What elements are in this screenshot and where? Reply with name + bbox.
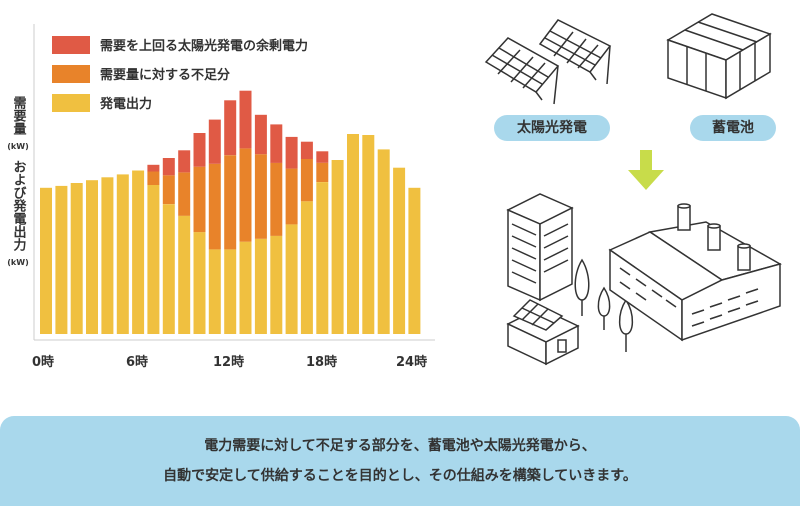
factory-icon bbox=[608, 203, 782, 342]
y-axis-label: 需要量 (kW) および発電出力 (kW) bbox=[7, 96, 29, 276]
battery-icon bbox=[666, 13, 772, 100]
bar-output-24 bbox=[408, 187, 421, 334]
tree-icon bbox=[574, 258, 634, 352]
bar-output-8 bbox=[162, 204, 175, 334]
bar-surplus-12 bbox=[224, 100, 237, 156]
legend-swatch-surplus bbox=[52, 35, 90, 54]
bar-output-13 bbox=[239, 241, 252, 334]
legend-swatch-shortage bbox=[52, 64, 90, 83]
bar-output-14 bbox=[254, 238, 267, 334]
bar-shortage-10 bbox=[193, 166, 206, 233]
bar-output-12 bbox=[224, 249, 237, 334]
bar-output-4 bbox=[101, 177, 114, 334]
bar-surplus-10 bbox=[193, 133, 206, 167]
bar-output-21 bbox=[362, 135, 375, 334]
bar-output-10 bbox=[193, 232, 206, 334]
legend-item-shortage: 需要量に対する不足分 bbox=[52, 62, 308, 85]
bar-shortage-18 bbox=[316, 162, 329, 182]
legend-label-output: 発電出力 bbox=[100, 97, 153, 112]
legend-item-output: 発電出力 bbox=[52, 91, 308, 114]
bar-shortage-12 bbox=[224, 155, 237, 250]
legend-swatch-output bbox=[52, 93, 90, 112]
legend-item-surplus: 需要を上回る太陽光発電の余剰電力 bbox=[52, 33, 308, 56]
y-axis-label-output: および発電出力 bbox=[10, 160, 26, 251]
bar-shortage-9 bbox=[178, 172, 191, 216]
bar-output-2 bbox=[70, 183, 83, 334]
summary-line-1: 電力需要に対して不足する部分を、蓄電池や太陽光発電から、 bbox=[204, 438, 596, 454]
bar-output-3 bbox=[86, 180, 98, 334]
legend-label-surplus: 需要を上回る太陽光発電の余剰電力 bbox=[100, 39, 309, 54]
x-tick-6: 6時 bbox=[126, 355, 149, 370]
bar-shortage-8 bbox=[162, 175, 175, 205]
bar-surplus-8 bbox=[162, 158, 175, 176]
chart-legend: 需要を上回る太陽光発電の余剰電力 需要量に対する不足分 発電出力 bbox=[52, 33, 308, 120]
bar-surplus-11 bbox=[208, 119, 221, 164]
bar-output-16 bbox=[285, 224, 298, 334]
y-axis-unit-demand: (kW) bbox=[7, 142, 29, 151]
bar-output-5 bbox=[116, 174, 129, 334]
y-axis-label-demand: 需要量 bbox=[10, 96, 26, 135]
legend-label-shortage: 需要量に対する不足分 bbox=[100, 68, 231, 83]
bar-shortage-17 bbox=[300, 159, 313, 202]
bar-surplus-17 bbox=[300, 141, 313, 159]
bar-surplus-13 bbox=[239, 90, 252, 149]
apartment-icon bbox=[506, 193, 574, 302]
bar-surplus-9 bbox=[178, 150, 191, 173]
x-tick-12: 12時 bbox=[213, 355, 245, 370]
bar-output-9 bbox=[178, 215, 191, 334]
arrow-down-icon bbox=[628, 150, 664, 190]
bar-output-11 bbox=[208, 249, 221, 334]
bar-output-15 bbox=[270, 235, 283, 334]
bar-output-18 bbox=[316, 182, 329, 334]
bar-surplus-7 bbox=[147, 164, 160, 172]
bar-shortage-15 bbox=[270, 162, 283, 236]
bar-output-7 bbox=[147, 185, 160, 334]
bar-output-23 bbox=[393, 167, 406, 334]
bar-output-22 bbox=[377, 149, 390, 334]
summary-line-2: 自動で安定して供給することを目的とし、その仕組みを構築していきます。 bbox=[163, 468, 637, 484]
y-axis-unit-output: (kW) bbox=[7, 258, 29, 267]
bar-output-0 bbox=[40, 187, 52, 334]
bar-shortage-13 bbox=[239, 148, 252, 242]
x-tick-18: 18時 bbox=[306, 355, 338, 370]
bar-surplus-15 bbox=[270, 124, 283, 163]
summary-banner: 電力需要に対して不足する部分を、蓄電池や太陽光発電から、 自動で安定して供給する… bbox=[0, 416, 800, 506]
bar-shortage-16 bbox=[285, 168, 298, 225]
house-icon bbox=[506, 299, 580, 366]
bar-output-6 bbox=[132, 170, 145, 334]
solar-panel-icon bbox=[484, 19, 612, 105]
battery-label: 蓄電池 bbox=[690, 115, 776, 141]
x-tick-0: 0時 bbox=[32, 355, 55, 370]
bar-shortage-11 bbox=[208, 163, 221, 250]
x-tick-24: 24時 bbox=[396, 355, 428, 370]
bar-surplus-16 bbox=[285, 136, 298, 169]
illustration bbox=[484, 13, 782, 366]
bar-output-1 bbox=[55, 185, 68, 334]
bar-output-20 bbox=[347, 134, 359, 334]
bar-output-19 bbox=[331, 160, 344, 334]
bar-surplus-14 bbox=[254, 114, 267, 155]
demand-chart bbox=[33, 24, 435, 341]
solar-label: 太陽光発電 bbox=[494, 115, 610, 141]
bar-shortage-14 bbox=[254, 154, 267, 239]
bar-output-17 bbox=[300, 201, 313, 334]
bar-surplus-18 bbox=[316, 151, 329, 163]
bar-shortage-7 bbox=[147, 171, 160, 185]
